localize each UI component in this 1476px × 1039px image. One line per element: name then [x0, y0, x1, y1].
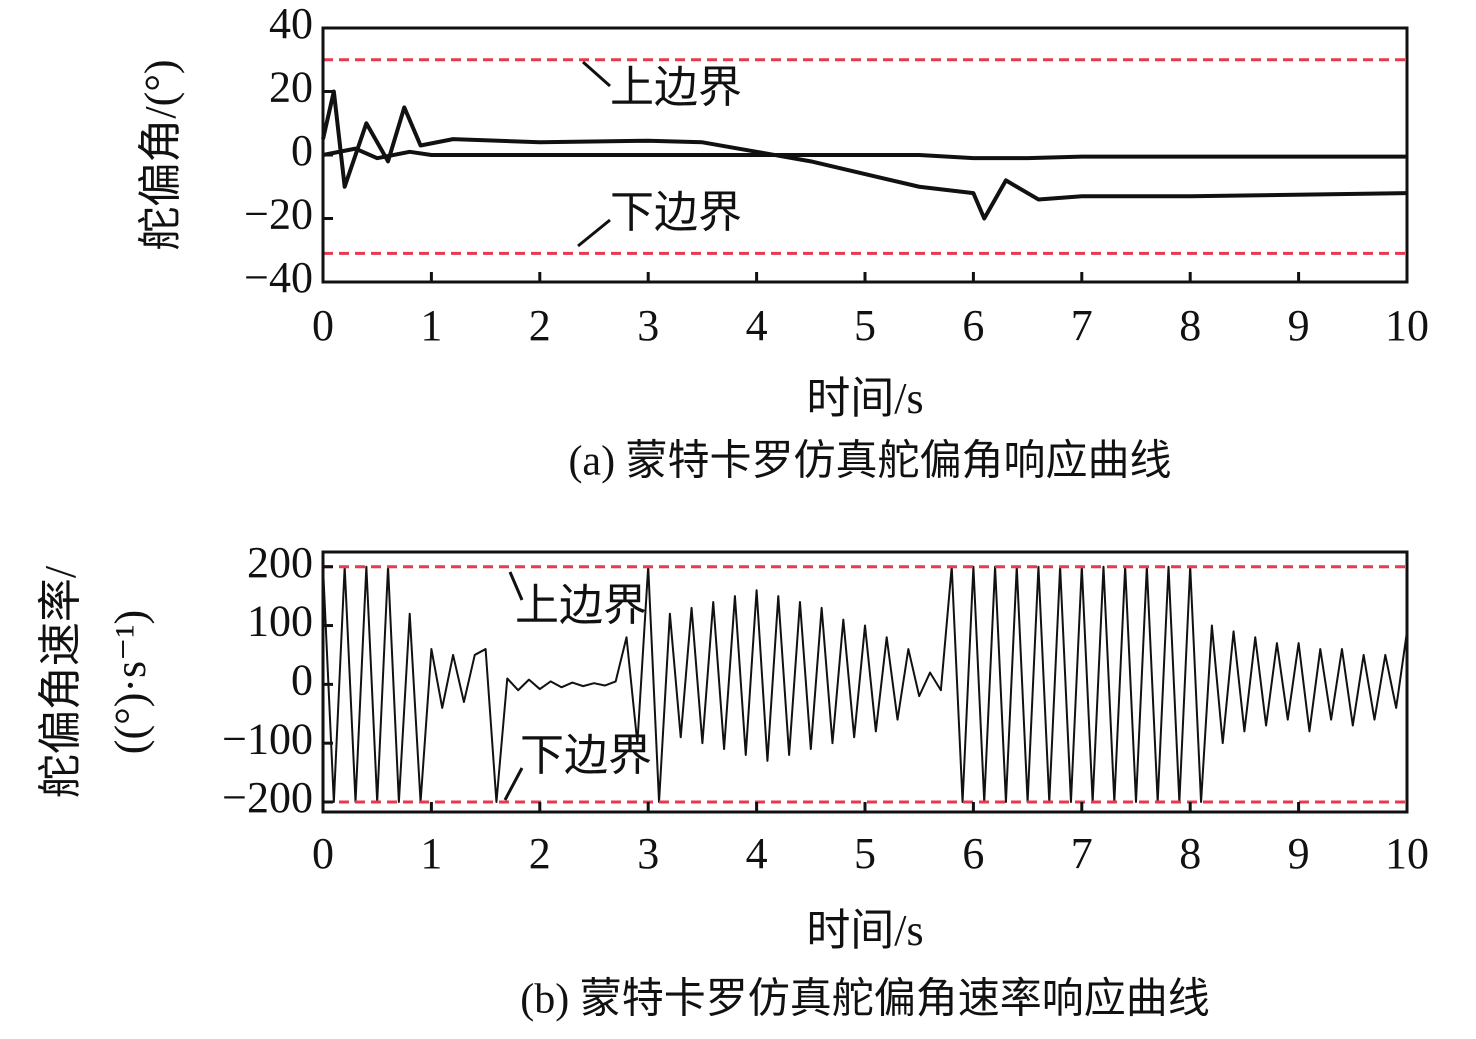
- x-tick-label: 6: [962, 829, 984, 878]
- y-axis-label: 舵偏角速率/: [36, 565, 85, 798]
- bound-label: 上边界: [610, 63, 742, 112]
- data-line: [322, 565, 1408, 803]
- x-tick-label: 0: [312, 829, 334, 878]
- y-tick-label: −40: [244, 253, 313, 302]
- x-tick-label: 9: [1288, 301, 1310, 350]
- x-tick-label: 2: [529, 301, 551, 350]
- bound-label: 上边界: [515, 581, 647, 630]
- x-tick-label: 3: [637, 829, 659, 878]
- x-tick-label: 4: [746, 829, 768, 878]
- x-tick-label: 8: [1179, 829, 1201, 878]
- x-tick-label: 0: [312, 301, 334, 350]
- x-tick-label: 9: [1288, 829, 1310, 878]
- x-tick-label: 7: [1071, 829, 1093, 878]
- x-tick-label: 4: [746, 301, 768, 350]
- y-tick-label: −20: [244, 190, 313, 239]
- x-tick-label: 10: [1385, 829, 1429, 878]
- data-line: [322, 146, 1407, 161]
- y-tick-label: 0: [291, 126, 313, 175]
- x-tick-label: 5: [854, 829, 876, 878]
- x-tick-label: 1: [420, 829, 442, 878]
- x-axis-label: 时间/s: [806, 906, 923, 955]
- leader-line: [503, 767, 524, 801]
- x-tick-label: 5: [854, 301, 876, 350]
- bound-label: 下边界: [610, 188, 742, 237]
- y-tick-label: 0: [291, 655, 313, 704]
- y-tick-label: −200: [222, 773, 313, 822]
- y-tick-label: −100: [222, 714, 313, 763]
- leader-line: [577, 218, 611, 248]
- x-tick-label: 6: [962, 301, 984, 350]
- plot-frame: [321, 550, 1409, 814]
- y-tick-label: 20: [269, 63, 313, 112]
- y-axis-label: 舵偏角/(°): [136, 59, 185, 250]
- leader-line: [582, 60, 611, 88]
- y-tick-label: 100: [247, 597, 313, 646]
- leader-line: [508, 571, 524, 601]
- x-tick-label: 2: [529, 829, 551, 878]
- caption: (a) 蒙特卡罗仿真舵偏角响应曲线: [568, 438, 1171, 485]
- x-axis-label: 时间/s: [806, 374, 923, 423]
- x-tick-label: 1: [420, 301, 442, 350]
- x-tick-label: 10: [1385, 301, 1429, 350]
- y-tick-label: 40: [269, 0, 313, 48]
- bound-label: 下边界: [520, 731, 652, 780]
- x-tick-label: 3: [637, 301, 659, 350]
- data-line: [321, 89, 1408, 221]
- y-axis-label: ((°)·s⁻¹): [106, 610, 155, 754]
- y-tick-label: 200: [247, 538, 313, 587]
- x-tick-label: 8: [1179, 301, 1201, 350]
- caption: (b) 蒙特卡罗仿真舵偏角速率响应曲线: [520, 976, 1209, 1023]
- x-tick-label: 7: [1071, 301, 1093, 350]
